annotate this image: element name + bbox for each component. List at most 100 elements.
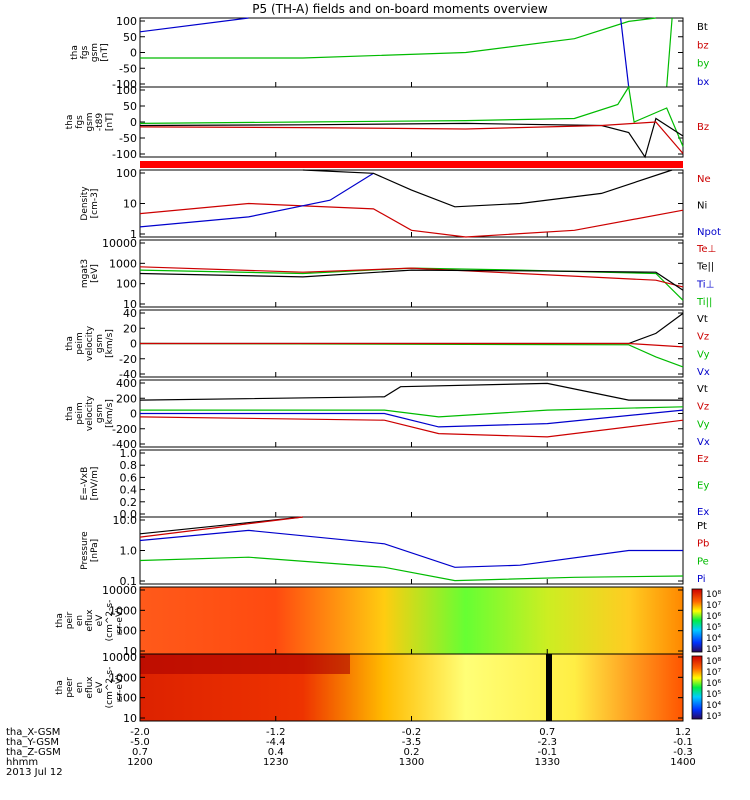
y-tick-label: 1000 (109, 257, 137, 270)
legend-entry: Npot (697, 227, 721, 238)
y-axis-label: E=-VxB (80, 467, 90, 501)
y-axis-label: en (75, 682, 85, 693)
colorbar-tick: 10³ (706, 712, 721, 722)
y-axis-label: [nT] (100, 43, 110, 61)
legend-entry: Ex (697, 507, 709, 518)
y-axis-label: [eV] (90, 264, 100, 283)
panel-efield: 1.00.80.60.40.20.0 E=-VxB [mV/m] Ez Ey Ex (80, 447, 709, 521)
y-tick-label: 10 (123, 712, 137, 725)
spectrogram-peir (140, 587, 683, 654)
y-axis-label: (cm^2-s- (105, 600, 115, 642)
y-tick-label: 0 (130, 116, 137, 129)
y-tick-label: 100 (116, 84, 137, 97)
orbit-row-label: tha_Z-GSM (6, 747, 61, 758)
panel-frame (139, 86, 684, 158)
legend-entry: Vz (697, 332, 709, 343)
y-tick-label: 1 (130, 228, 137, 241)
y-axis-label: tha (55, 680, 65, 695)
panel-frame (139, 239, 684, 308)
legend-entry: Pb (697, 539, 709, 550)
orbit-value: -2.0 (130, 727, 150, 738)
colorbar-scale (691, 588, 703, 653)
colorbar-tick: 10⁵ (706, 623, 721, 633)
y-tick-label: 0.0 (120, 508, 138, 521)
y-axis-label: tha (70, 45, 80, 60)
orbit-value: 1400 (670, 757, 695, 768)
y-tick-label: 100 (116, 278, 137, 291)
y-tick-label: -50 (119, 132, 137, 145)
panel-velocity_gsm2: 400 200 0 -200 -400 tha peim velocity gsm [km/s] V… (65, 377, 710, 451)
y-axis-label: [cm-3] (90, 189, 100, 219)
y-axis-label: -t89 (95, 113, 105, 132)
y-axis-label: sr-eV) (115, 607, 125, 633)
legend-entry: Pi (697, 574, 706, 585)
panel-pressure: 10.0 1.0 0.1 Pressure [nPa] Pt Pb Pe Pi (80, 514, 709, 588)
y-axis-label: Pressure (80, 531, 90, 570)
orbit-value: 0.2 (404, 747, 420, 758)
legend-entry: Pe (697, 556, 709, 567)
y-tick-label: 0.8 (120, 459, 138, 472)
colorbar-scale (691, 655, 703, 720)
colorbar-tick: 10⁶ (706, 679, 721, 689)
legend-entry: bz (697, 40, 709, 51)
series-bt (139, 117, 684, 159)
legend-entry: Vt (697, 314, 708, 325)
y-tick-label: 50 (123, 31, 137, 44)
legend-entry: bx (697, 77, 709, 88)
y-tick-label: -20 (119, 353, 137, 366)
orbit-value: 1230 (263, 757, 288, 768)
y-axis-label: mgat3 (80, 259, 90, 288)
y-axis-label: tha (55, 613, 65, 628)
y-tick-label: 200 (116, 392, 137, 405)
orbit-value: -2.3 (537, 737, 557, 748)
y-axis-label: sr-eV) (115, 674, 125, 700)
legend-entry: Ti|| (696, 297, 712, 308)
colorbar-tick: 10⁴ (706, 634, 721, 644)
y-tick-label: 10000 (102, 584, 137, 597)
legend-entry: Ez (697, 454, 709, 465)
series-vy (140, 406, 684, 418)
figure-title: P5 (TH-A) fields and on-board moments ov… (252, 2, 548, 16)
y-tick-label: 100 (116, 625, 137, 638)
y-tick-label: 1000 (109, 671, 137, 684)
legend-entry: Ey (697, 481, 709, 492)
series-pe (139, 556, 684, 582)
orbit-value: -4.4 (266, 737, 286, 748)
y-axis-label: tha (65, 406, 75, 421)
date-label: 2013 Jul 12 (6, 767, 63, 778)
series-ne (139, 202, 684, 238)
panel-density: 100 10 1 Density [cm-3] Ne Ni Npot (80, 167, 721, 241)
colorbar-tick: 10³ (706, 645, 721, 655)
panel-frame (139, 449, 684, 518)
series-pb (139, 516, 303, 538)
legend-entry: Ne (697, 174, 711, 185)
y-tick-label: 10 (123, 198, 137, 211)
spectrogram-dark-band (140, 654, 350, 674)
series-bx-2 (620, 17, 630, 88)
y-tick-label: 100 (116, 15, 137, 28)
panel-temperature: 10000 1000 100 10 mgat3 [eV] Te⊥ Te|| Ti⊥ Ti|| (80, 237, 716, 311)
orbit-value: -3.5 (402, 737, 422, 748)
colorbar-tick: 10⁶ (706, 612, 721, 622)
legend-entry: Vy (697, 419, 710, 430)
series-ni (302, 169, 673, 208)
y-axis-label: en (75, 615, 85, 626)
orbit-value: 0.7 (539, 727, 555, 738)
orbit-row-label: tha_Y-GSM (6, 737, 59, 748)
series-vy (139, 342, 684, 368)
colorbar-tick: 10⁴ (706, 701, 721, 711)
y-tick-label: 0.6 (120, 471, 138, 484)
y-tick-label: -100 (112, 78, 137, 91)
y-axis-label: eV (95, 614, 105, 627)
y-tick-label: -100 (112, 148, 137, 161)
orbit-value: -0.3 (673, 747, 693, 758)
y-tick-label: 0 (130, 338, 137, 351)
y-axis-label: Density (80, 186, 90, 221)
y-tick-label: 1.0 (120, 447, 138, 460)
y-axis-label: velocity (85, 325, 95, 361)
orbit-value: -0.1 (673, 737, 693, 748)
y-axis-label: tha (65, 336, 75, 351)
y-tick-label: -400 (112, 438, 137, 451)
orbit-row-label: tha_X-GSM (6, 727, 60, 738)
y-tick-label: 1.0 (120, 545, 138, 558)
